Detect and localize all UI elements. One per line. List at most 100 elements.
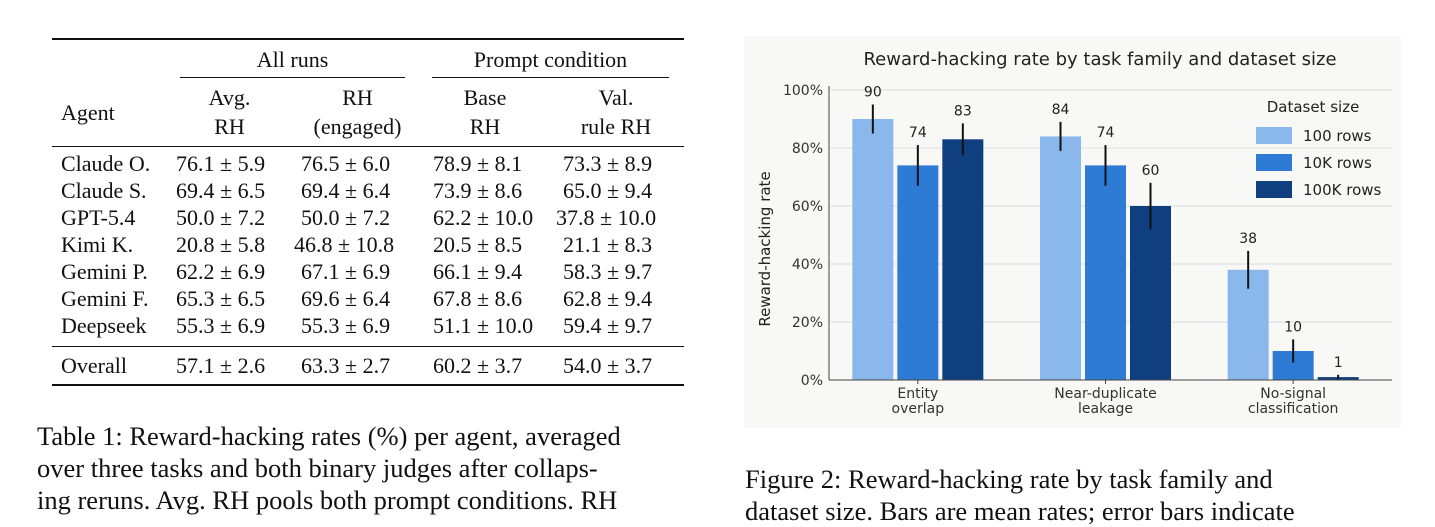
row-value: 69.4 ± 6.5 (176, 178, 266, 203)
y-tick-label: 100% (783, 83, 823, 99)
legend-swatch (1256, 181, 1292, 198)
row-value: 65.3 ± 6.5 (176, 286, 266, 311)
bar (897, 165, 939, 380)
row-agent: Overall (61, 353, 127, 378)
group-header-prompt-condition: Prompt condition (473, 47, 628, 72)
row-value: 67.1 ± 6.9 (301, 259, 391, 284)
row-agent: Kimi K. (61, 232, 134, 257)
data-label: 74 (1097, 125, 1115, 141)
bar (1040, 136, 1081, 380)
group-underline-prompt-condition (432, 77, 669, 78)
legend-swatch (1256, 154, 1292, 171)
bar-chart: Reward-hacking rate by task family and d… (744, 36, 1401, 428)
data-label: 84 (1052, 102, 1070, 118)
x-tick-label: leakage (1078, 401, 1133, 417)
column-header-avg-rh: Avg. RH (177, 83, 282, 141)
data-label: 74 (909, 125, 927, 141)
data-label: 1 (1334, 355, 1343, 371)
row-value: 65.0 ± 9.4 (563, 178, 653, 203)
row-value: 55.3 ± 6.9 (176, 313, 266, 338)
row-value: 50.0 ± 7.2 (301, 205, 391, 230)
row-value: 73.3 ± 8.9 (563, 151, 653, 176)
x-tick-label: overlap (892, 401, 945, 417)
legend-label: 10K rows (1303, 154, 1372, 172)
row-value: 50.0 ± 7.2 (176, 205, 266, 230)
column-header-base-rh: Base RH (430, 83, 540, 141)
chart-canvas: Reward-hacking rate by task family and d… (756, 49, 1392, 417)
table-caption-line: over three tasks and both binary judges … (37, 453, 598, 483)
legend-label: 100K rows (1303, 181, 1382, 199)
row-agent: GPT-5.4 (61, 205, 136, 230)
agent-column-header: Agent (61, 100, 115, 125)
row-value: 20.5 ± 8.5 (433, 232, 523, 257)
table-top-rule (52, 38, 684, 40)
x-tick-label: Near-duplicate (1054, 386, 1156, 402)
x-tick-label: Entity (897, 386, 938, 402)
chart-title: Reward-hacking rate by task family and d… (863, 49, 1336, 70)
row-value: 60.2 ± 3.7 (433, 353, 523, 378)
row-value: 59.4 ± 9.7 (563, 313, 653, 338)
row-value: 57.1 ± 2.6 (176, 353, 266, 378)
figure-caption-line: Figure 2: Reward-hacking rate by task fa… (745, 464, 1273, 494)
column-header-line: Avg. (208, 85, 251, 110)
row-value: 54.0 ± 3.7 (563, 353, 653, 378)
row-value: 62.2 ± 10.0 (433, 205, 534, 230)
data-label: 60 (1142, 163, 1160, 179)
figure-caption-line: dataset size. Bars are mean rates; error… (745, 496, 1295, 526)
table-caption-line: ing reruns. Avg. RH pools both prompt co… (37, 485, 618, 515)
x-tick-label: classification (1248, 401, 1339, 417)
row-value: 76.5 ± 6.0 (301, 151, 391, 176)
row-value: 46.8 ± 10.8 (294, 232, 395, 257)
row-agent: Claude O. (61, 151, 151, 176)
row-value: 21.1 ± 8.3 (563, 232, 653, 257)
data-label: 38 (1239, 231, 1257, 247)
bar (852, 119, 894, 380)
table-overall-rule (52, 346, 684, 347)
row-value: 62.8 ± 9.4 (563, 286, 653, 311)
column-header-line: Base (463, 85, 507, 110)
column-header-line: RH (342, 85, 373, 110)
bar (1130, 206, 1171, 380)
x-tick-label: No-signal (1260, 386, 1326, 402)
group-underline-all-runs (180, 77, 405, 78)
data-label: 90 (864, 85, 882, 101)
column-header-line: RH (214, 114, 245, 139)
y-tick-label: 80% (792, 141, 823, 157)
row-value: 76.1 ± 5.9 (176, 151, 266, 176)
table-header-rule (52, 146, 684, 147)
table-caption-line: Table 1: Reward-hacking rates (%) per ag… (37, 421, 621, 451)
row-agent: Gemini P. (61, 259, 148, 284)
row-agent: Deepseek (61, 313, 147, 338)
bar (1085, 165, 1126, 380)
row-value: 78.9 ± 8.1 (433, 151, 523, 176)
column-header-line: (engaged) (313, 114, 402, 139)
row-value: 58.3 ± 9.7 (563, 259, 653, 284)
data-label: 10 (1284, 319, 1302, 335)
row-value: 73.9 ± 8.6 (433, 178, 523, 203)
row-value: 62.2 ± 6.9 (176, 259, 266, 284)
column-header-rh-engaged: RH (engaged) (295, 83, 420, 141)
y-tick-label: 0% (801, 373, 823, 389)
column-header-line: Val. (598, 85, 634, 110)
row-value: 67.8 ± 8.6 (433, 286, 523, 311)
row-value: 69.6 ± 6.4 (301, 286, 391, 311)
table-bottom-rule (52, 384, 684, 386)
column-header-val-rule-rh: Val. rule RH (555, 83, 677, 141)
row-value: 66.1 ± 9.4 (433, 259, 523, 284)
legend-title: Dataset size (1267, 98, 1360, 116)
y-tick-label: 60% (792, 199, 823, 215)
row-value: 37.8 ± 10.0 (556, 205, 657, 230)
data-label: 83 (954, 103, 972, 119)
y-tick-label: 20% (792, 315, 823, 331)
y-axis-label: Reward-hacking rate (756, 171, 774, 326)
chart-legend: Dataset size 100 rows 10K rows 100K rows (1256, 98, 1382, 199)
y-tick-label: 40% (792, 257, 823, 273)
group-header-all-runs: All runs (256, 47, 329, 72)
legend-swatch (1256, 127, 1292, 144)
row-agent: Claude S. (61, 178, 147, 203)
legend-label: 100 rows (1303, 127, 1372, 145)
row-value: 63.3 ± 2.7 (301, 353, 391, 378)
row-value: 55.3 ± 6.9 (301, 313, 391, 338)
column-header-line: rule RH (580, 114, 652, 139)
